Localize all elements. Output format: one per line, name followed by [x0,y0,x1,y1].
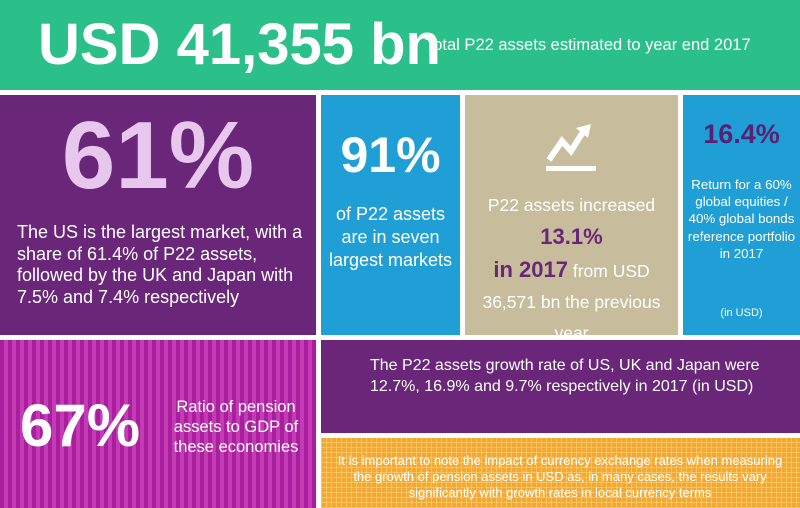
us-share-tile [0,95,316,335]
increase-text: P22 assets increased 13.1% in 2017 from U… [470,190,673,349]
seven-markets-text: of P22 assets are in seven largest marke… [328,204,453,270]
currency-note-text: It is important to note the impact of cu… [337,453,783,500]
us-share-value: 61% [61,102,255,209]
growth-rates-text: The P22 assets growth rate of US, UK and… [370,357,760,395]
currency-note-tile [321,438,800,508]
increase-tile [465,95,678,335]
total-assets-subtitle: Total P22 assets estimated to year end 2… [425,36,751,54]
increase-rate-value: 13.1% [540,224,603,249]
increase-text-part-1: P22 assets increased [487,195,656,215]
portfolio-return-tile [683,95,800,335]
seven-markets-value: 91% [340,127,441,183]
portfolio-return-unit: (in USD) [720,307,763,319]
increase-text-part-2: from USD 36,571 bn the previous year [482,261,661,343]
growth-rates-tile [321,340,800,433]
gdp-ratio-tile [0,340,316,508]
growth-chart-icon [546,124,596,171]
gdp-ratio-text: Ratio of pension assets to GDP of these … [173,398,299,456]
increase-year: in 2017 [493,257,568,282]
portfolio-return-text: Return for a 60% global equities / 40% g… [687,177,796,261]
header-banner [0,0,800,90]
gdp-ratio-value: 67% [20,392,141,459]
seven-markets-tile [321,95,460,335]
us-share-text: The US is the largest market, with a sha… [17,222,303,307]
portfolio-return-value: 16.4% [703,119,780,149]
total-assets-headline: USD 41,355 bn [38,12,441,77]
